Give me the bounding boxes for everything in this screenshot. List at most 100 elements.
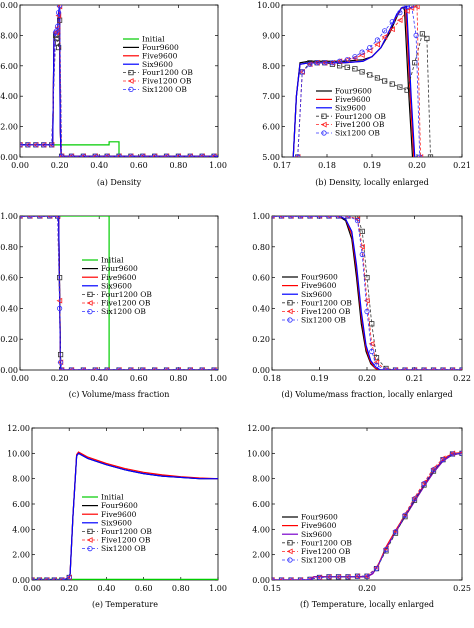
data-point — [58, 153, 65, 157]
data-point — [54, 216, 61, 219]
data-point — [297, 577, 304, 580]
y-tick-label: 0.00 — [12, 576, 30, 585]
data-point — [402, 512, 408, 519]
x-tick-label: 0.20 — [60, 584, 78, 593]
y-tick-label: 2.00 — [252, 551, 270, 560]
legend-entry: Four9600 — [301, 273, 338, 282]
legend-entry: Four9600 — [101, 264, 138, 273]
data-point — [104, 367, 110, 370]
x-tick-label: 0.80 — [169, 161, 187, 170]
data-point — [307, 576, 313, 580]
x-tick-label: 0.80 — [169, 374, 187, 383]
data-point — [297, 216, 304, 219]
x-tick-label: 0.18 — [263, 374, 281, 383]
x-tick-label: 0.20 — [408, 161, 426, 170]
data-point — [411, 367, 418, 370]
legend-entry: Six9600 — [301, 530, 332, 539]
data-point — [335, 216, 342, 219]
legend-marker — [286, 308, 293, 315]
y-tick-label: 0.20 — [252, 335, 270, 344]
legend-marker — [321, 130, 327, 136]
data-point — [299, 69, 305, 75]
data-point — [187, 153, 193, 157]
y-tick-label: 12.00 — [7, 424, 30, 433]
legend-entry: Six9600 — [101, 281, 132, 290]
data-point — [57, 274, 63, 281]
y-tick-label: 0.60 — [252, 274, 270, 283]
chart-panel: 0.17 0.18 0.19 0.20 0.21 5.00 6.00 7.00 8.00 9.00… — [257, 1, 471, 187]
x-tick-label: 0.00 — [23, 584, 41, 593]
y-tick-label: 6.00 — [262, 123, 280, 132]
data-point — [326, 216, 332, 219]
legend-entry: Four1200 OB — [101, 527, 152, 536]
series-line — [20, 5, 215, 157]
legend-marker — [87, 291, 93, 298]
y-tick-label: 1.00 — [0, 212, 18, 221]
y-tick-label: 10.00 — [0, 1, 18, 10]
data-point — [449, 367, 456, 370]
data-point — [430, 367, 437, 370]
plot-area — [272, 216, 462, 370]
y-tick-label: 0.00 — [252, 576, 270, 585]
legend-entry: Six1200 OB — [101, 544, 146, 553]
data-point — [352, 66, 358, 72]
data-point — [92, 153, 98, 157]
chart-panel: 0.15 0.20 0.25 0.00 2.00 4.00 6.00 8.00 10.00 12.… — [247, 424, 471, 609]
y-tick-label: 2.00 — [12, 551, 30, 560]
legend-marker — [127, 78, 134, 84]
x-tick-label: 0.60 — [130, 374, 148, 383]
series-line — [272, 452, 462, 580]
data-point — [104, 367, 110, 370]
data-point — [404, 87, 410, 93]
plot-area — [272, 450, 462, 580]
x-tick-label: 1.00 — [209, 374, 227, 383]
data-point — [392, 367, 399, 370]
legend-entry: Four9600 — [101, 501, 138, 510]
data-point — [56, 44, 62, 51]
data-point — [335, 574, 342, 580]
legend-marker — [287, 317, 293, 323]
legend-entry: Six9600 — [142, 60, 173, 69]
data-point — [409, 5, 415, 9]
data-point — [329, 60, 335, 66]
data-point — [46, 216, 53, 219]
panel-caption: (c) Volume/mass fraction — [69, 390, 170, 399]
data-point — [80, 367, 86, 370]
x-tick-label: 0.60 — [135, 584, 153, 593]
data-point — [58, 367, 65, 370]
legend-entry: Six1200 OB — [335, 129, 380, 138]
data-point — [449, 367, 456, 370]
y-tick-label: 10.00 — [7, 449, 30, 458]
data-point — [354, 573, 361, 579]
data-point — [392, 367, 399, 370]
data-point — [59, 577, 65, 580]
data-point — [381, 28, 388, 34]
legend-marker — [128, 86, 134, 93]
data-point — [287, 216, 294, 219]
legend-entry: Five1200 OB — [301, 547, 351, 556]
data-point — [430, 367, 437, 370]
data-point — [152, 367, 158, 370]
x-tick-label: 0.20 — [51, 161, 69, 170]
data-point — [151, 367, 158, 370]
legend-entry: Four1200 OB — [301, 538, 352, 547]
legend-marker — [287, 557, 293, 563]
data-point — [397, 84, 403, 90]
data-point — [440, 457, 446, 463]
series-line — [297, 5, 421, 157]
data-point — [27, 216, 33, 219]
data-point — [187, 367, 193, 370]
panel-caption: (f) Temperature, locally enlarged — [300, 600, 434, 609]
y-tick-label: 0.00 — [252, 366, 270, 375]
data-point — [288, 216, 294, 219]
data-point — [373, 355, 380, 361]
data-point — [364, 308, 370, 315]
x-tick-label: 0.15 — [263, 584, 281, 593]
legend-entry: Five9600 — [101, 510, 137, 519]
data-point — [345, 574, 351, 580]
legend-entry: Six1200 OB — [101, 307, 146, 316]
data-point — [92, 367, 98, 370]
